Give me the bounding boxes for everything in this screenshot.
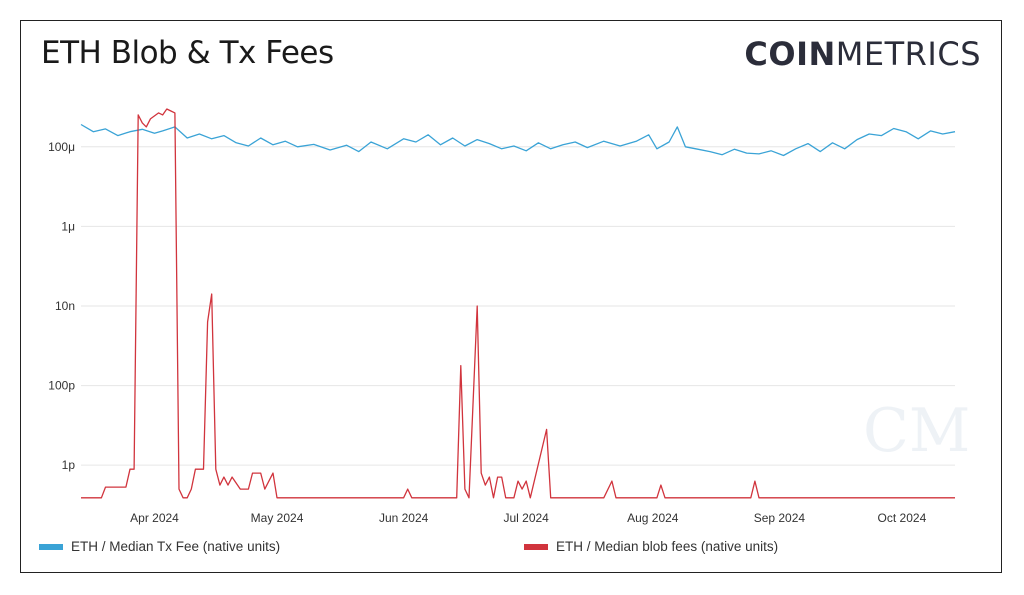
x-tick-label: Jun 2024 <box>379 511 429 525</box>
legend-item-tx-fee: ETH / Median Tx Fee (native units) <box>39 539 280 554</box>
y-axis-ticks: 100μ 1μ 10n 100p 1p <box>48 140 75 472</box>
y-tick-label: 1p <box>62 458 76 472</box>
logo-light-text: METRICS <box>835 35 981 73</box>
x-tick-label: Oct 2024 <box>878 511 927 525</box>
x-tick-label: Apr 2024 <box>130 511 179 525</box>
legend-label-blob-fee: ETH / Median blob fees (native units) <box>556 539 779 554</box>
chart-svg: 100μ 1μ 10n 100p 1p Apr 2024 May 2024 Jun 2024… <box>48 108 970 525</box>
gridlines <box>81 146 955 466</box>
logo-bold-text: COIN <box>744 35 836 73</box>
x-tick-label: Aug 2024 <box>627 511 679 525</box>
chart-title: ETH Blob & Tx Fees <box>41 35 334 71</box>
coinmetrics-logo: COINMETRICS <box>744 35 981 73</box>
blob-fee-series-line <box>81 108 955 499</box>
legend-item-blob-fee: ETH / Median blob fees (native units) <box>524 539 778 554</box>
x-tick-label: Jul 2024 <box>503 511 549 525</box>
legend-label-tx-fee: ETH / Median Tx Fee (native units) <box>71 539 281 554</box>
y-tick-label: 100μ <box>48 140 75 154</box>
x-axis-ticks: Apr 2024 May 2024 Jun 2024 Jul 2024 Aug 2024… <box>130 511 926 525</box>
y-tick-label: 10n <box>55 299 75 313</box>
y-tick-label: 1μ <box>61 219 75 233</box>
x-tick-label: May 2024 <box>251 511 304 525</box>
y-tick-label: 100p <box>48 379 75 393</box>
legend-swatch-blob-fee <box>524 543 548 550</box>
chart-frame: ETH Blob & Tx Fees COINMETRICS 100μ 1μ 10n… <box>20 20 1002 573</box>
legend-swatch-tx-fee <box>39 543 63 550</box>
x-tick-label: Sep 2024 <box>754 511 806 525</box>
watermark-logo: CM <box>863 396 970 466</box>
series-lines <box>80 108 956 499</box>
tx-fee-series-line <box>80 123 956 157</box>
